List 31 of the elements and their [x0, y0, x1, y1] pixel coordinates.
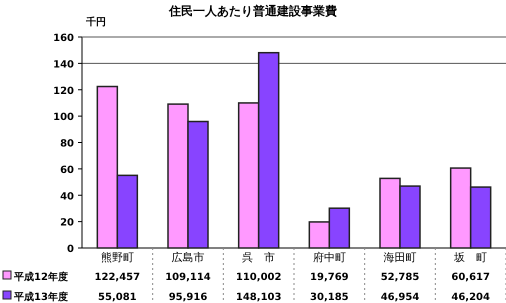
x-tick-label: 呉 市 [242, 251, 276, 264]
y-tick-label: 160 [53, 33, 74, 44]
text: 109,114 [165, 272, 211, 283]
y-tick-label: 80 [60, 138, 74, 150]
y-tick-label: 100 [53, 112, 74, 124]
x-tick-label: 海田町 [384, 251, 416, 264]
y-tick-label: 120 [53, 86, 74, 97]
y-tick-label: 0 [67, 244, 74, 255]
legend-label: 平成13年度 [13, 291, 68, 303]
text: 148,103 [236, 292, 282, 303]
text: 30,185 [310, 292, 349, 303]
y-tick-label: 40 [60, 191, 74, 202]
y-tick-label: 140 [53, 59, 74, 70]
text: 110,002 [236, 272, 282, 283]
text: 55,081 [98, 292, 137, 303]
text: 46,204 [451, 292, 490, 303]
x-tick-label: 府中町 [312, 251, 346, 264]
text: 122,457 [94, 272, 140, 283]
text: 52,785 [380, 272, 420, 283]
y-axis-title: 千円 [85, 16, 106, 28]
y-tick-label: 60 [60, 164, 74, 176]
text: 46,954 [380, 292, 420, 303]
text: 19,769 [310, 272, 349, 283]
x-tick-label: 坂 町 [453, 251, 488, 264]
text: 60,617 [451, 272, 490, 283]
y-tick-label: 20 [60, 218, 74, 229]
x-tick-label: 広島市 [172, 251, 204, 264]
x-tick-label: 熊野町 [100, 251, 134, 264]
legend-label: 平成12年度 [13, 271, 68, 283]
chart-title: 住民一人あたり普通建設事業費 [168, 4, 337, 18]
text: 95,916 [168, 292, 208, 303]
